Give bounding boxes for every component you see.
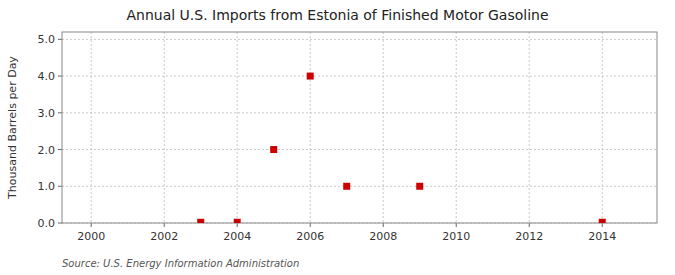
plot-frame — [62, 32, 657, 223]
y-grid-line — [62, 149, 657, 150]
x-tick-label: 2014 — [588, 230, 616, 243]
point — [307, 73, 314, 80]
x-tick-label: 2006 — [296, 230, 324, 243]
point — [197, 219, 204, 223]
source: Source: U.S. Energy Information Administ… — [62, 258, 299, 269]
y-tick — [58, 76, 62, 77]
point — [343, 183, 350, 190]
y-tick-label: 5.0 — [38, 33, 56, 46]
axes: 0.0 1.0 2.0 3.0 4.0 5.0 2000 2002 2004 2006 2008 20… — [38, 32, 658, 243]
point — [416, 183, 423, 190]
x-tick — [310, 223, 311, 227]
y-grid-line — [62, 186, 657, 187]
y-tick-label: 4.0 — [38, 70, 56, 83]
y-tick-label: 2.0 — [38, 144, 56, 157]
point — [270, 146, 277, 153]
x-tick — [529, 223, 530, 227]
x-tick — [383, 223, 384, 227]
point — [599, 219, 606, 223]
y-axis-label: Thousand Barrels per Day — [6, 56, 19, 200]
x-grid-line — [91, 32, 92, 223]
y-grid-line — [62, 39, 657, 40]
y-tick — [58, 149, 62, 150]
y-tick — [58, 112, 62, 113]
point — [234, 219, 241, 223]
grid — [62, 32, 657, 223]
y-grid-line — [62, 76, 657, 77]
y-tick — [58, 223, 62, 224]
x-tick-label: 2004 — [223, 230, 251, 243]
points — [197, 73, 606, 223]
x-grid-line — [383, 32, 384, 223]
x-grid-line — [310, 32, 311, 223]
y-tick-label: 0.0 — [38, 217, 56, 230]
x-tick-label: 2002 — [150, 230, 178, 243]
x-tick — [237, 223, 238, 227]
chart: 0.0 1.0 2.0 3.0 4.0 5.0 2000 2002 2004 2006 2008 20… — [0, 0, 675, 275]
x-grid-line — [456, 32, 457, 223]
y-tick — [58, 186, 62, 187]
x-grid-line — [602, 32, 603, 223]
page: {"chart_data": {"type": "scatter", "titl… — [0, 0, 675, 275]
x-grid-line — [529, 32, 530, 223]
x-tick — [164, 223, 165, 227]
y-tick-label: 1.0 — [38, 180, 56, 193]
y-grid-line — [62, 112, 657, 113]
x-grid-line — [164, 32, 165, 223]
y-tick-label: 3.0 — [38, 107, 56, 120]
x-tick-label: 2008 — [369, 230, 397, 243]
x-grid-line — [237, 32, 238, 223]
y-tick — [58, 39, 62, 40]
title: Annual U.S. Imports from Estonia of Fini… — [126, 7, 548, 23]
x-tick — [91, 223, 92, 227]
x-tick-label: 2012 — [515, 230, 543, 243]
x-tick — [456, 223, 457, 227]
x-tick-label: 2010 — [442, 230, 470, 243]
x-tick — [602, 223, 603, 227]
x-tick-label: 2000 — [77, 230, 105, 243]
